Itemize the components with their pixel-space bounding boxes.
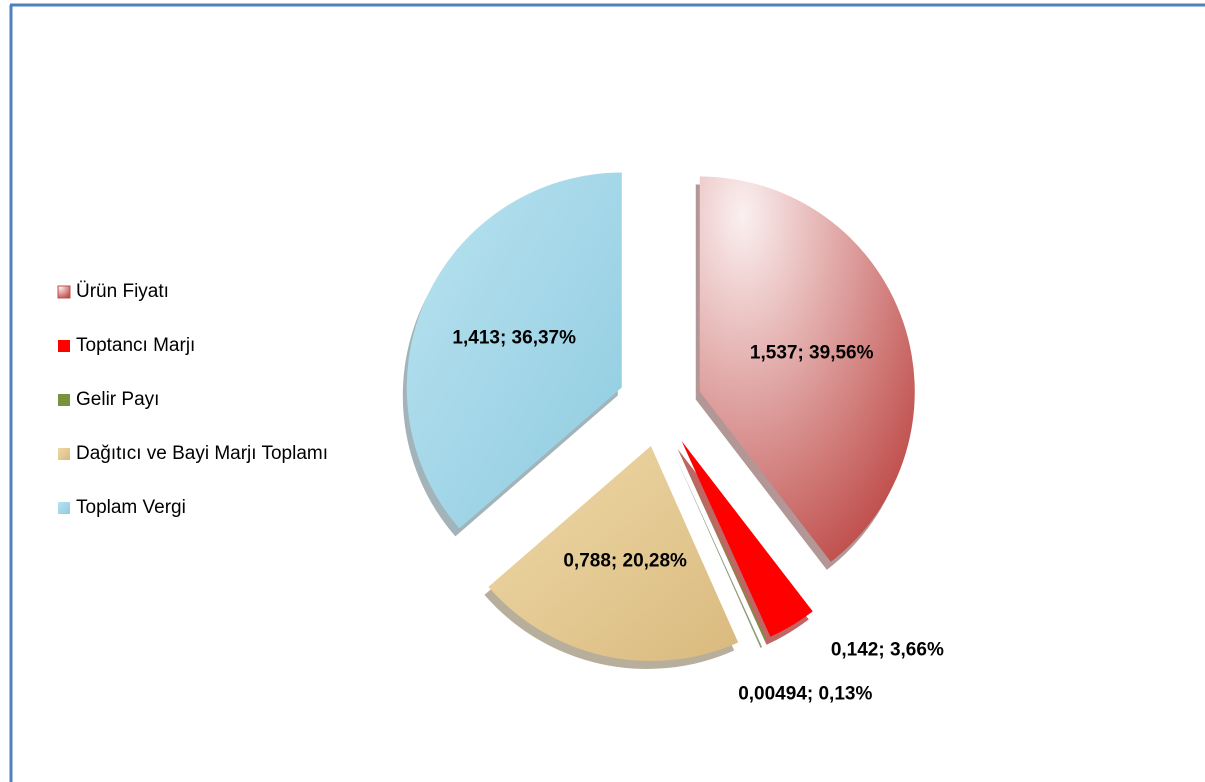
legend-swatch xyxy=(58,340,70,352)
legend-label: Ürün Fiyatı xyxy=(76,281,169,302)
legend-label: Gelir Payı xyxy=(76,389,159,410)
slice xyxy=(677,443,767,640)
value-label: 0,00494; 0,13% xyxy=(738,683,872,704)
value-label: 1,413; 36,37% xyxy=(452,327,576,348)
slice xyxy=(699,176,915,562)
value-label: 0,788; 20,28% xyxy=(563,550,687,571)
value-label: 0,142; 3,66% xyxy=(831,639,944,660)
pie: 1,537; 39,56% 0,142; 3,66% 0,00494; 0,13% 0… xyxy=(402,172,944,704)
legend-swatch xyxy=(58,502,70,514)
legend-label: Toplam Vergi xyxy=(76,497,186,518)
legend-swatch xyxy=(57,285,71,299)
legend-label: Toptancı Marjı xyxy=(76,335,195,356)
slice xyxy=(406,172,622,529)
value-label: 1,537; 39,56% xyxy=(750,342,874,363)
legend: Ürün Fiyatı Toptancı Marjı Gelir Payı Dağıt… xyxy=(57,281,328,518)
slice-depth xyxy=(673,451,763,648)
legend-label: Dağıtıcı ve Bayi Marjı Toplamı xyxy=(76,443,328,464)
slice xyxy=(488,445,739,661)
slice xyxy=(681,441,813,637)
legend-swatch xyxy=(58,394,70,406)
legend-swatch xyxy=(58,448,70,460)
